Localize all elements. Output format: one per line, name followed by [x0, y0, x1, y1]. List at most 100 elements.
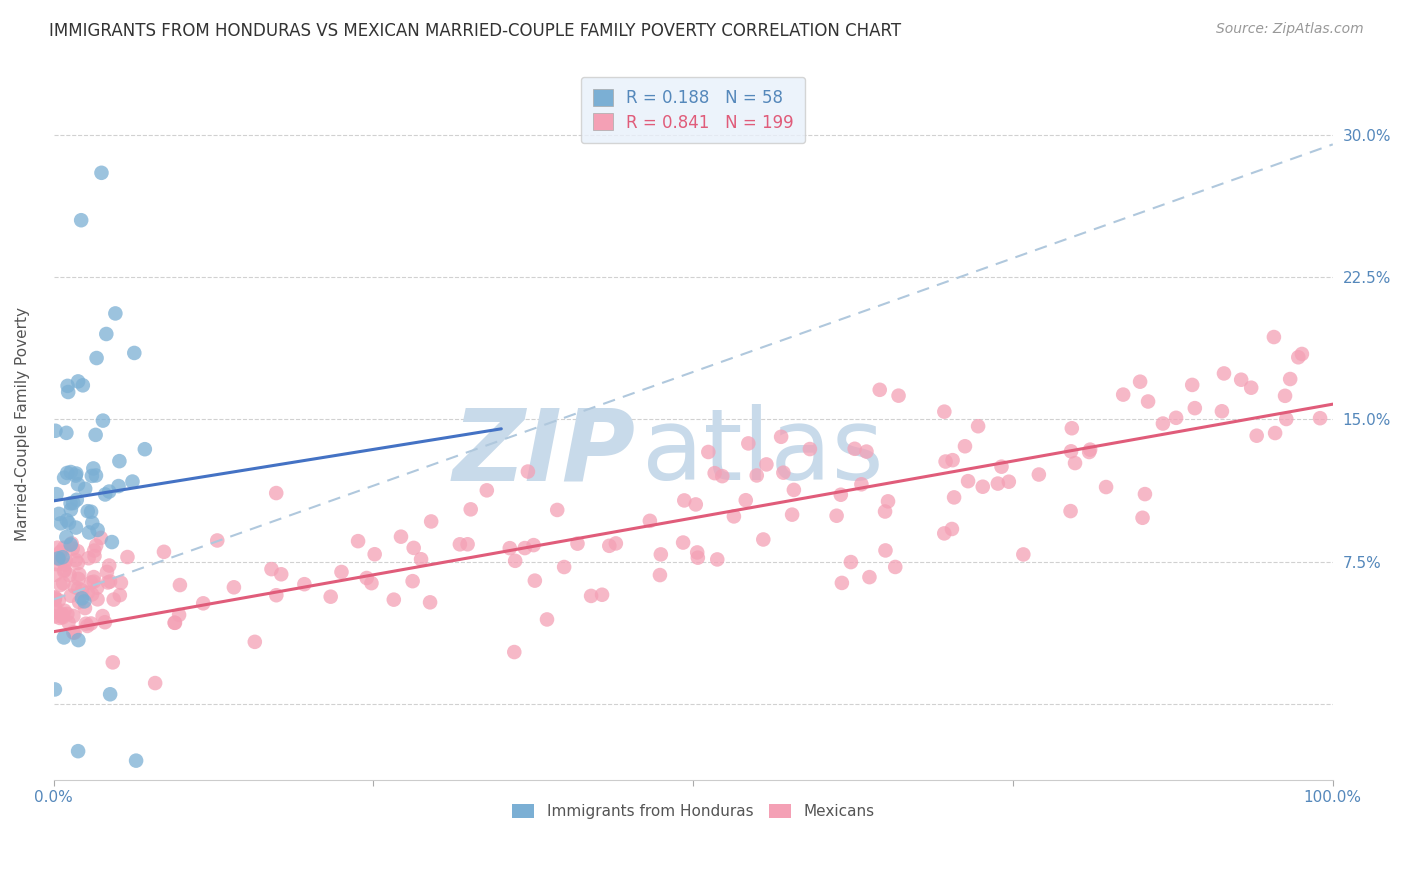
Point — [76, 619, 98, 633]
Point — [356, 571, 378, 585]
Point — [44, 424, 66, 438]
Point — [402, 541, 425, 555]
Point — [1129, 375, 1152, 389]
Point — [957, 474, 980, 488]
Text: ZIP: ZIP — [453, 404, 636, 501]
Text: Source: ZipAtlas.com: Source: ZipAtlas.com — [1216, 22, 1364, 37]
Point — [877, 494, 900, 508]
Point — [62, 625, 84, 640]
Point — [67, 595, 90, 609]
Point — [1060, 421, 1083, 435]
Point — [737, 436, 759, 450]
Point — [70, 583, 93, 598]
Point — [1275, 412, 1298, 426]
Point — [449, 537, 471, 551]
Point — [65, 468, 87, 483]
Point — [62, 541, 84, 556]
Point — [1095, 480, 1118, 494]
Point — [703, 466, 725, 480]
Point — [49, 611, 72, 625]
Point — [591, 588, 613, 602]
Y-axis label: Married-Couple Family Poverty: Married-Couple Family Poverty — [15, 307, 30, 541]
Point — [243, 635, 266, 649]
Point — [44, 599, 66, 614]
Point — [1078, 445, 1101, 459]
Point — [44, 609, 66, 624]
Point — [86, 351, 108, 365]
Point — [884, 560, 907, 574]
Point — [90, 531, 112, 545]
Point — [875, 543, 897, 558]
Point — [648, 568, 671, 582]
Point — [972, 480, 994, 494]
Point — [86, 592, 108, 607]
Point — [86, 581, 108, 595]
Point — [58, 568, 80, 582]
Point — [1181, 378, 1204, 392]
Point — [62, 609, 84, 624]
Point — [319, 590, 342, 604]
Point — [44, 591, 66, 605]
Point — [58, 615, 80, 630]
Point — [266, 588, 288, 602]
Point — [363, 547, 385, 561]
Point — [169, 578, 191, 592]
Point — [292, 577, 315, 591]
Point — [598, 539, 620, 553]
Point — [783, 483, 806, 497]
Point — [686, 550, 709, 565]
Point — [67, 744, 90, 758]
Point — [697, 445, 720, 459]
Point — [56, 379, 79, 393]
Point — [55, 425, 77, 440]
Point — [546, 503, 568, 517]
Point — [48, 507, 70, 521]
Point — [1263, 330, 1285, 344]
Point — [163, 615, 186, 630]
Point — [98, 558, 121, 573]
Point — [59, 465, 82, 479]
Point — [45, 487, 67, 501]
Point — [52, 541, 75, 555]
Point — [941, 522, 963, 536]
Point — [98, 484, 121, 499]
Point — [117, 549, 139, 564]
Point — [65, 467, 87, 481]
Point — [84, 539, 107, 553]
Point — [44, 682, 66, 697]
Point — [49, 578, 72, 592]
Point — [59, 496, 82, 510]
Point — [51, 607, 73, 621]
Point — [409, 552, 432, 566]
Point — [91, 414, 114, 428]
Point — [830, 488, 852, 502]
Point — [887, 389, 910, 403]
Point — [53, 471, 76, 485]
Point — [45, 557, 67, 571]
Point — [1064, 456, 1087, 470]
Point — [685, 498, 707, 512]
Point — [1164, 410, 1187, 425]
Point — [52, 610, 75, 624]
Point — [53, 604, 76, 618]
Point — [82, 461, 104, 475]
Point — [48, 593, 70, 607]
Point — [124, 346, 146, 360]
Point — [52, 550, 75, 565]
Point — [77, 551, 100, 566]
Point — [59, 502, 82, 516]
Point — [1184, 401, 1206, 416]
Point — [579, 589, 602, 603]
Point — [67, 582, 90, 596]
Point — [1132, 510, 1154, 524]
Point — [1264, 425, 1286, 440]
Point — [143, 676, 166, 690]
Point — [83, 543, 105, 558]
Point — [108, 588, 131, 602]
Text: atlas: atlas — [643, 404, 883, 501]
Point — [84, 428, 107, 442]
Point — [55, 553, 77, 567]
Point — [260, 562, 283, 576]
Point — [59, 589, 82, 603]
Point — [934, 526, 956, 541]
